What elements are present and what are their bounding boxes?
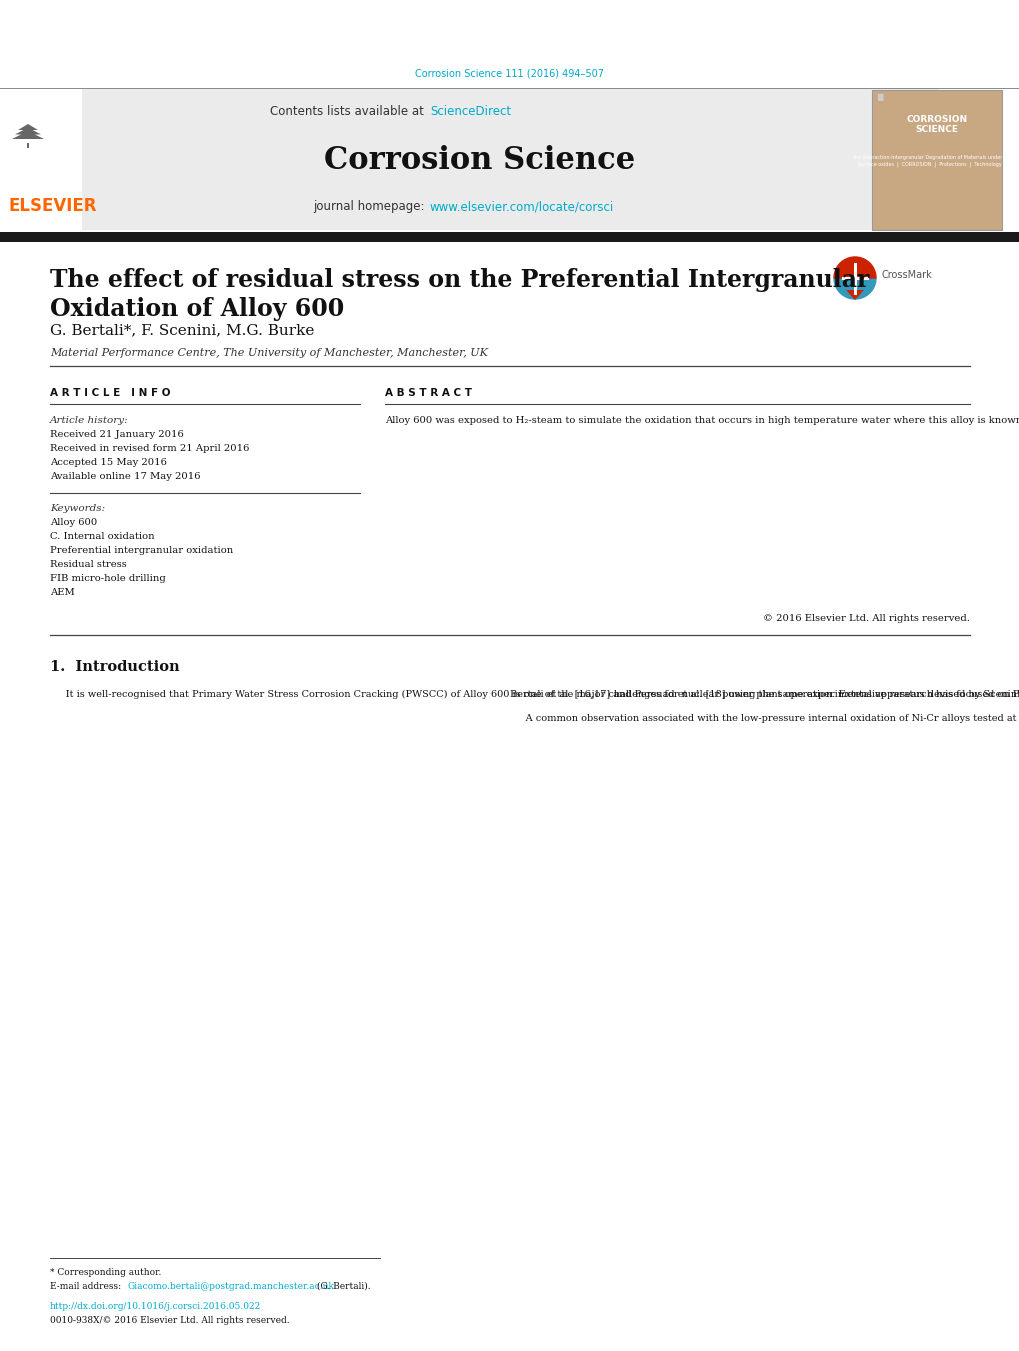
Text: C. Internal oxidation: C. Internal oxidation [50,532,155,540]
Text: The effect of residual stress on the Preferential Intergranular: The effect of residual stress on the Pre… [50,267,868,292]
Polygon shape [15,127,41,135]
Bar [82,88,937,230]
Text: Contents lists available at: Contents lists available at [270,105,428,118]
Polygon shape [834,278,875,299]
Text: ELSEVIER: ELSEVIER [9,197,98,215]
Text: Alloy 600 was exposed to H₂-steam to simulate the oxidation that occurs in high : Alloy 600 was exposed to H₂-steam to sim… [384,416,1019,426]
Text: Available online 17 May 2016: Available online 17 May 2016 [50,471,201,481]
Text: Received 21 January 2016: Received 21 January 2016 [50,430,183,439]
Text: AEM: AEM [50,588,74,597]
Text: Giacomo.bertali@postgrad.manchester.ac.uk: Giacomo.bertali@postgrad.manchester.ac.u… [127,1282,334,1292]
Text: © 2016 Elsevier Ltd. All rights reserved.: © 2016 Elsevier Ltd. All rights reserved… [762,613,969,623]
Text: The Interaction-Intergranular Degradation of Materials under Service
Surface oxi: The Interaction-Intergranular Degradatio… [851,155,1019,166]
Text: FIB micro-hole drilling: FIB micro-hole drilling [50,574,166,584]
Text: Article history:: Article history: [50,416,128,426]
Text: Received in revised form 21 April 2016: Received in revised form 21 April 2016 [50,444,249,453]
Polygon shape [12,131,44,139]
Text: Bertali et al. [16,17] and Persuad et al. [18] using the same experimental appar: Bertali et al. [16,17] and Persuad et al… [510,690,1019,723]
Text: Preferential intergranular oxidation: Preferential intergranular oxidation [50,546,233,555]
Text: journal homepage:: journal homepage: [313,200,428,213]
Text: A R T I C L E   I N F O: A R T I C L E I N F O [50,388,170,399]
Text: It is well-recognised that Primary Water Stress Corrosion Cracking (PWSCC) of Al: It is well-recognised that Primary Water… [50,690,1019,700]
Text: 0010-938X/© 2016 Elsevier Ltd. All rights reserved.: 0010-938X/© 2016 Elsevier Ltd. All right… [50,1316,289,1325]
Text: Keywords:: Keywords: [50,504,105,513]
Bar [871,91,1001,230]
Text: Alloy 600: Alloy 600 [50,517,97,527]
Text: www.elsevier.com/locate/corsci: www.elsevier.com/locate/corsci [430,200,613,213]
Text: E-mail address:: E-mail address: [50,1282,124,1292]
Text: A B S T R A C T: A B S T R A C T [384,388,472,399]
Bar [0,232,1019,242]
Text: * Corresponding author.: * Corresponding author. [50,1269,161,1277]
Text: Corrosion Science: Corrosion Science [324,145,635,176]
Text: http://dx.doi.org/10.1016/j.corsci.2016.05.022: http://dx.doi.org/10.1016/j.corsci.2016.… [50,1302,261,1310]
Text: Accepted 15 May 2016: Accepted 15 May 2016 [50,458,167,467]
Text: █: █ [876,95,881,101]
Bar [26,143,30,149]
Text: CrossMark: CrossMark [881,270,931,280]
Text: ScienceDirect: ScienceDirect [430,105,511,118]
Text: CORROSION
SCIENCE: CORROSION SCIENCE [906,115,967,134]
Polygon shape [845,290,863,300]
Text: Corrosion Science 111 (2016) 494–507: Corrosion Science 111 (2016) 494–507 [415,68,604,78]
Text: 1.  Introduction: 1. Introduction [50,661,179,674]
Text: Oxidation of Alloy 600: Oxidation of Alloy 600 [50,297,344,322]
Polygon shape [18,124,38,130]
Text: Material Performance Centre, The University of Manchester, Manchester, UK: Material Performance Centre, The Univers… [50,349,487,358]
Text: G. Bertali*, F. Scenini, M.G. Burke: G. Bertali*, F. Scenini, M.G. Burke [50,323,314,336]
Polygon shape [834,257,875,278]
Text: Residual stress: Residual stress [50,561,126,569]
Text: (G. Bertali).: (G. Bertali). [314,1282,370,1292]
